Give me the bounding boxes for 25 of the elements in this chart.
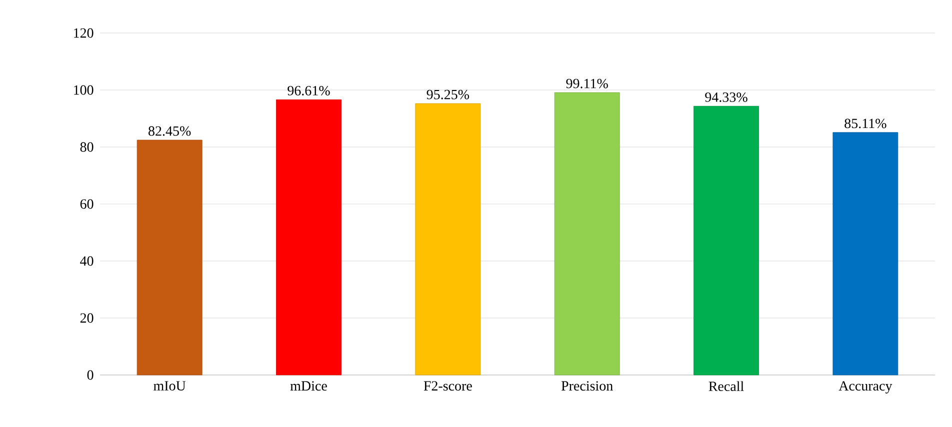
bar: [554, 92, 620, 376]
y-tick-label: 20: [80, 313, 94, 323]
bar: [832, 132, 898, 376]
data-label: 94.33%: [705, 92, 748, 102]
x-tick-label: F2-score: [424, 381, 472, 391]
x-tick-label: Accuracy: [838, 381, 892, 394]
bar: [415, 103, 481, 376]
x-tick-label: Recall: [708, 381, 744, 392]
bar: [136, 140, 202, 376]
data-label: 96.61%: [288, 86, 330, 96]
data-label: 95.25%: [426, 90, 470, 100]
y-tick-label: 120: [74, 28, 94, 38]
data-label: 82.45%: [148, 126, 191, 136]
bar: [276, 99, 342, 376]
data-label: 85.11%: [844, 118, 886, 128]
bar: [694, 106, 759, 376]
y-tick-label: 80: [80, 142, 94, 152]
x-tick-label: Precision: [561, 381, 613, 391]
y-tick-label: 40: [80, 256, 94, 266]
y-tick-label: 60: [80, 199, 94, 209]
x-tick-label: mIoU: [154, 381, 186, 391]
y-tick-label: 0: [87, 370, 94, 380]
data-label: 99.11%: [566, 78, 608, 88]
x-tick-label: mDice: [290, 381, 327, 391]
y-tick-label: 100: [74, 85, 94, 95]
